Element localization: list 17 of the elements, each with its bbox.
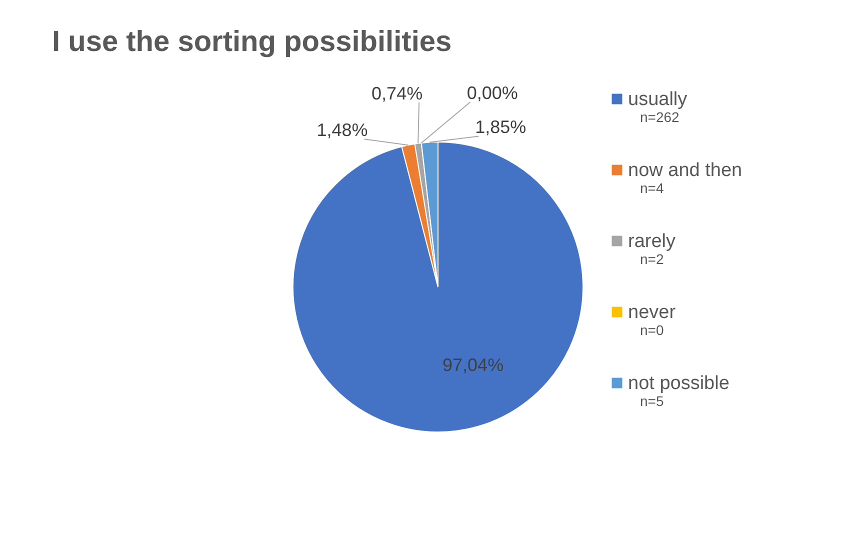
text: n=4 xyxy=(640,180,664,196)
legend-label: usually xyxy=(628,89,688,110)
data-label: 0,74% xyxy=(372,83,423,104)
data-label: 1,48% xyxy=(316,120,368,140)
legend-label: now and then xyxy=(628,160,742,181)
legend-label: not possible xyxy=(628,373,730,394)
chart-title: I use the sorting possibilities xyxy=(52,26,452,58)
text: n=262 xyxy=(640,109,680,125)
text: n=5 xyxy=(640,393,664,409)
data-label: 97,04% xyxy=(442,355,504,376)
text: 0,00% xyxy=(466,82,518,103)
text: n=0 xyxy=(640,322,664,338)
legend-label: never xyxy=(628,302,676,323)
text: n=2 xyxy=(640,251,664,267)
pie-slice xyxy=(292,142,584,432)
data-label: 1,85% xyxy=(475,117,526,138)
legend-label: rarely xyxy=(628,231,676,252)
